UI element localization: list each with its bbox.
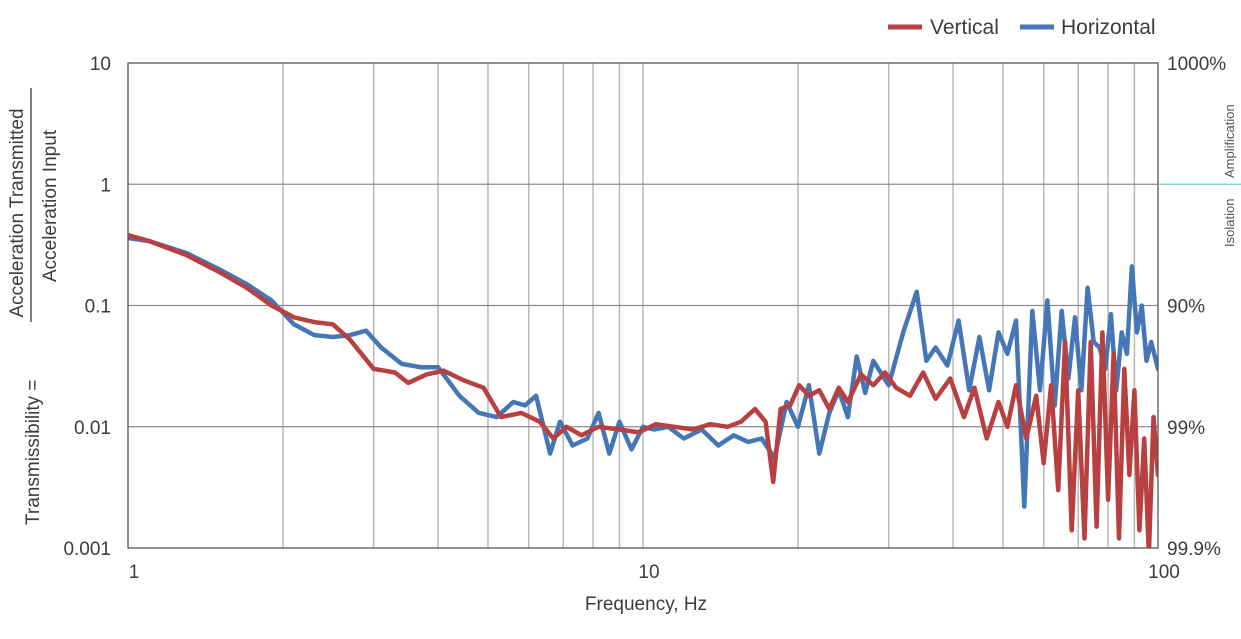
legend-label-horizontal: Horizontal: [1061, 16, 1156, 39]
y-axis-label-denominator: Acceleration Input: [40, 129, 61, 282]
y-tick-label: 10: [90, 54, 111, 75]
y-tick-label: 0.01: [74, 418, 111, 439]
right-axis-label: 99%: [1167, 418, 1205, 439]
plot-frame: [127, 62, 1159, 549]
x-tick-labels: 1 10 100: [129, 562, 1180, 583]
y-axis-label-numerator: Acceleration Transmitted: [7, 108, 28, 317]
x-axis-label: Frequency, Hz: [585, 594, 707, 615]
right-axis-labels: 1000% 90% 99% 99.9%: [1167, 54, 1226, 560]
y-tick-label: 1: [100, 175, 111, 196]
amplification-label: Amplification: [1222, 104, 1237, 178]
y-tick-label: 0.001: [63, 539, 111, 560]
legend-label-vertical: Vertical: [930, 16, 999, 39]
x-tick-label: 1: [129, 562, 140, 583]
series-line-horizontal: [128, 235, 1158, 509]
right-axis-label: 99.9%: [1167, 539, 1221, 560]
isolation-label: Isolation: [1222, 199, 1237, 247]
grid-lines: [128, 63, 1158, 548]
legend: Vertical Horizontal: [888, 16, 1156, 39]
right-axis-label: 90%: [1167, 297, 1205, 318]
right-axis-label: 1000%: [1167, 54, 1226, 75]
series-lines: [128, 232, 1158, 548]
x-tick-label: 100: [1148, 562, 1180, 583]
y-axis-label: Transmissibility = Acceleration Transmit…: [7, 88, 61, 525]
x-tick-label: 10: [638, 562, 659, 583]
y-tick-labels: 10 1 0.1 0.01 0.001: [63, 54, 111, 560]
y-axis-label-prefix: Transmissibility =: [23, 379, 44, 525]
series-line-vertical: [128, 232, 1158, 548]
y-tick-label: 0.1: [85, 297, 111, 318]
